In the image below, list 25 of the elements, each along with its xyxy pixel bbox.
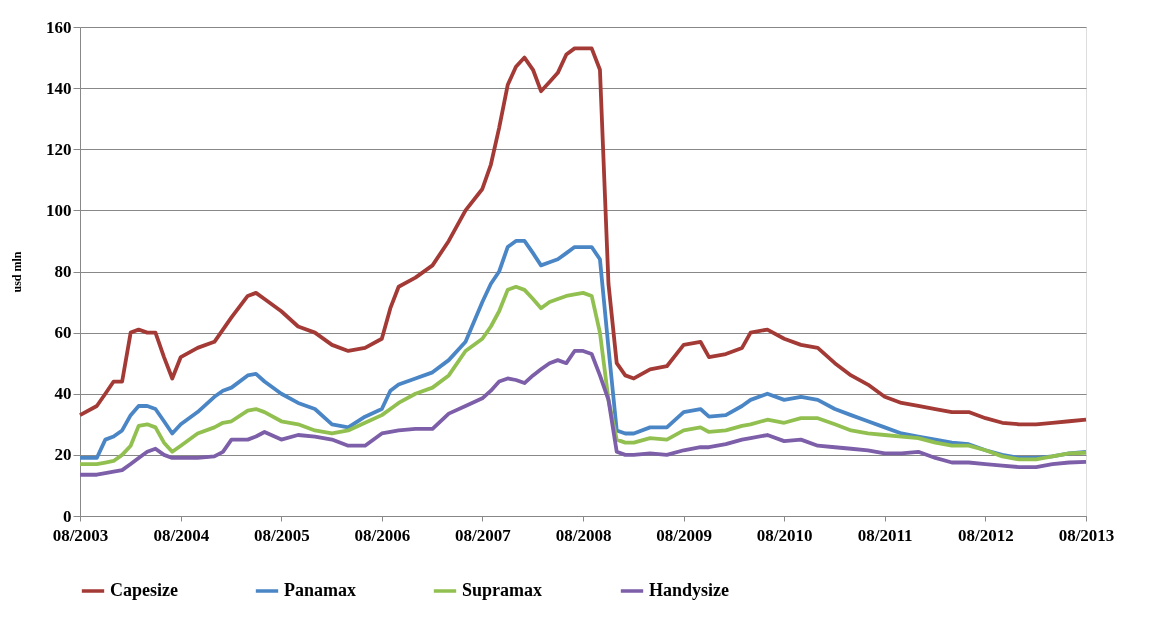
- y-tick-label: 0: [63, 506, 72, 526]
- x-tick-label: 08/2007: [454, 525, 512, 545]
- legend-label: Handysize: [649, 580, 730, 600]
- legend-label: Supramax: [462, 580, 543, 600]
- y-tick-label: 60: [54, 323, 72, 343]
- x-tick-label: 08/2006: [354, 525, 411, 545]
- y-tick-label: 100: [46, 200, 72, 220]
- x-tick-label: 08/2011: [857, 525, 913, 545]
- y-tick-label: 160: [46, 17, 72, 37]
- legend-label: Panamax: [284, 580, 356, 600]
- y-axis-title: usd mln: [10, 251, 24, 293]
- x-tick-label: 08/2012: [958, 525, 1014, 545]
- x-tick-label: 08/2010: [756, 525, 813, 545]
- x-tick-label: 08/2008: [555, 525, 612, 545]
- y-tick-label: 20: [54, 445, 72, 465]
- y-tick-label: 140: [46, 78, 72, 98]
- x-tick-label: 08/2005: [253, 525, 310, 545]
- y-tick-label: 120: [46, 139, 72, 159]
- x-tick-label: 08/2009: [656, 525, 713, 545]
- x-tick-label: 08/2003: [52, 525, 109, 545]
- x-tick-label: 08/2004: [153, 525, 210, 545]
- legend-label: Capesize: [110, 580, 178, 600]
- y-tick-label: 80: [54, 262, 72, 281]
- y-tick-label: 40: [54, 384, 72, 404]
- x-tick-label: 08/2013: [1058, 525, 1115, 545]
